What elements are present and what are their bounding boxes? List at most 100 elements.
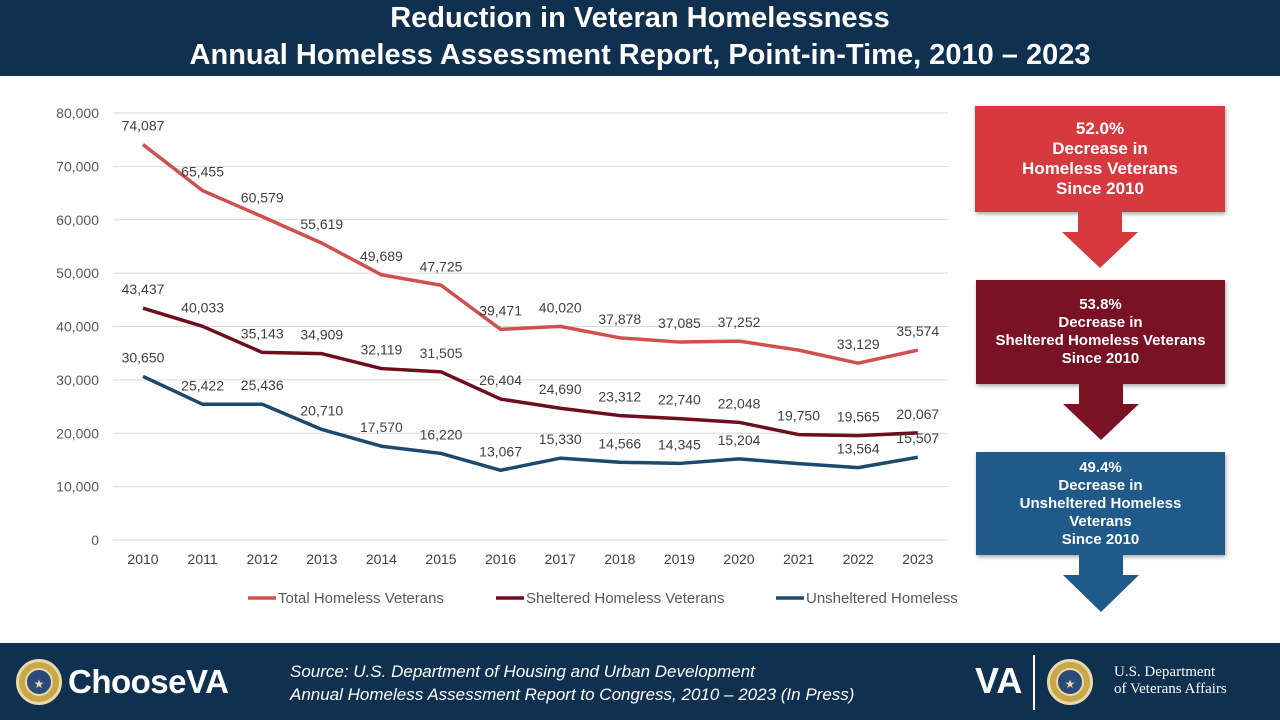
data-label: 22,048 [718, 395, 761, 411]
source-line-1: Source: U.S. Department of Housing and U… [290, 662, 755, 681]
x-tick-label: 2011 [188, 551, 218, 567]
callout-text: Decrease in [1058, 476, 1143, 494]
data-label: 35,143 [241, 325, 284, 341]
data-label: 65,455 [181, 164, 224, 180]
data-label: 13,564 [837, 441, 880, 457]
data-label: 26,404 [479, 372, 522, 388]
x-tick-label: 2019 [664, 551, 695, 567]
data-label: 30,650 [122, 349, 165, 365]
data-label: 19,565 [837, 409, 880, 425]
data-label: 15,330 [539, 431, 582, 447]
callout-text: Since 2010 [1061, 350, 1140, 367]
data-label: 25,436 [241, 377, 284, 393]
data-label: 49,689 [360, 248, 403, 264]
x-tick-label: 2018 [604, 551, 635, 567]
legend-label: Total Homeless Veterans [278, 590, 444, 607]
data-label: 39,471 [479, 302, 522, 318]
data-label: 16,220 [420, 426, 463, 442]
x-tick-label: 2016 [485, 551, 516, 567]
va-wordmark: VA [975, 660, 1023, 701]
data-label: 15,204 [718, 432, 761, 448]
y-tick-label: 20,000 [56, 425, 99, 441]
y-tick-label: 80,000 [56, 105, 99, 121]
data-label: 15,507 [896, 430, 939, 446]
down-arrow-icon [1062, 232, 1138, 268]
department-line-1: U.S. Department [1114, 664, 1216, 680]
y-tick-label: 60,000 [56, 212, 99, 228]
source-line-2: Annual Homeless Assessment Report to Con… [290, 685, 855, 704]
va-text: VA [186, 663, 229, 700]
callout-text: Sheltered Homeless Veterans [995, 332, 1206, 349]
x-tick-label: 2022 [843, 551, 874, 567]
data-label: 23,312 [598, 389, 641, 405]
callout-text: Since 2010 [1061, 530, 1140, 548]
choose-text: Choose [68, 663, 187, 700]
y-tick-label: 30,000 [56, 372, 99, 388]
callout-text: Since 2010 [1056, 179, 1144, 198]
y-tick-label: 70,000 [56, 158, 99, 174]
title-banner: Reduction in Veteran Homelessness Annual… [0, 0, 1280, 76]
x-tick-label: 2023 [902, 551, 933, 567]
line-chart: 0 10,000 20,000 30,000 40,000 50,000 60,000 70,… [56, 105, 960, 607]
source-note: Source: U.S. Department of Housing and U… [290, 660, 854, 706]
data-label: 13,067 [479, 443, 522, 459]
data-label: 34,909 [300, 327, 343, 343]
x-tick-label: 2010 [127, 551, 158, 567]
x-tick-label: 2012 [247, 551, 278, 567]
down-arrow-icon [1078, 212, 1122, 232]
data-label: 47,725 [420, 258, 463, 274]
data-label: 37,252 [718, 314, 761, 330]
down-arrow-icon [1078, 555, 1123, 575]
down-arrow-icon [1062, 575, 1139, 612]
department-line-2: of Veterans Affairs [1114, 681, 1227, 697]
data-label: 31,505 [420, 345, 463, 361]
callout-text: Homeless Veterans [1022, 159, 1178, 178]
down-arrow-icon [1078, 384, 1123, 404]
data-label: 20,067 [896, 406, 939, 422]
callout-2: 53.8% Decrease in Sheltered Homeless Veter… [976, 280, 1225, 384]
data-label: 60,579 [241, 190, 284, 206]
data-label: 43,437 [122, 281, 165, 297]
data-label: 14,566 [598, 435, 641, 451]
x-tick-label: 2014 [366, 551, 397, 567]
legend-label: Unsheltered Homeless Veterans [806, 590, 960, 607]
data-label: 33,129 [837, 336, 880, 352]
data-label: 14,345 [658, 436, 701, 452]
logo-divider [1033, 655, 1035, 710]
data-label: 40,033 [181, 299, 224, 315]
data-label: 40,020 [539, 299, 582, 315]
data-label: 22,740 [658, 392, 701, 408]
chart-title: Reduction in Veteran Homelessness [390, 2, 890, 34]
callout-1: 52.0% Decrease in Homeless Veterans Since 2… [975, 106, 1225, 212]
callout-percent: 52.0% [1075, 119, 1125, 138]
callout-percent: 53.8% [1079, 296, 1122, 313]
chart-subtitle: Annual Homeless Assessment Report, Point… [189, 39, 1091, 71]
va-seal-icon: ★ [1047, 659, 1093, 705]
callout-text: Decrease in [1052, 139, 1148, 158]
legend-label: Sheltered Homeless Veterans [526, 590, 724, 607]
data-label: 25,422 [181, 377, 224, 393]
data-label: 74,087 [122, 118, 165, 134]
data-label: 24,690 [539, 381, 582, 397]
footer-banner: ★ ★ [0, 643, 1280, 720]
x-tick-label: 2017 [545, 551, 576, 567]
va-seal-icon: ★ [16, 659, 62, 705]
data-label: 17,570 [360, 419, 403, 435]
series-line-1 [141, 143, 919, 365]
choose-va-logo: ChooseVA [68, 662, 229, 702]
data-label: 32,119 [361, 342, 403, 358]
callout-3: 49.4% Decrease in Unsheltered Homeless Vete… [976, 452, 1225, 555]
series-line-2 [142, 306, 918, 438]
callout-text: Veterans [1069, 512, 1132, 530]
y-tick-label: 40,000 [56, 319, 99, 335]
x-tick-label: 2020 [723, 551, 754, 567]
data-label: 35,574 [896, 323, 939, 339]
callout-percent: 49.4% [1079, 458, 1122, 476]
y-tick-label: 0 [91, 532, 99, 548]
data-label: 20,710 [300, 402, 343, 418]
data-label: 37,878 [598, 311, 641, 327]
down-arrow-icon [1062, 404, 1139, 440]
data-label: 55,619 [300, 216, 343, 232]
x-tick-label: 2021 [783, 551, 814, 567]
x-tick-label: 2015 [425, 551, 456, 567]
